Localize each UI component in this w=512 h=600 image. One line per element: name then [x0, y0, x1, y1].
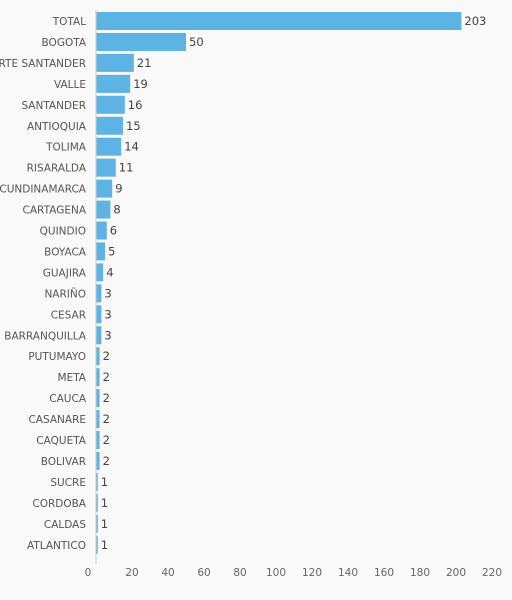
bar-20 — [96, 431, 100, 449]
bar-10 — [96, 221, 107, 240]
category-label: VALLE — [54, 79, 86, 91]
value-label: 2 — [103, 349, 110, 363]
x-tick-label: 40 — [161, 567, 174, 579]
value-label: 8 — [113, 203, 120, 217]
value-label: 9 — [115, 182, 122, 196]
x-tick-label: 180 — [410, 567, 430, 579]
bar-0 — [96, 12, 462, 30]
category-label: META — [58, 372, 87, 384]
value-label: 16 — [128, 98, 143, 112]
category-label: BOLIVAR — [41, 456, 86, 468]
value-label: 2 — [103, 391, 110, 405]
value-label: 5 — [108, 244, 115, 258]
category-label: ANTIOQUIA — [27, 121, 87, 133]
value-label: 1 — [101, 517, 108, 531]
category-label: CUNDINAMARCA — [0, 184, 87, 196]
category-label: RISARALDA — [27, 163, 87, 175]
x-tick-label: 0 — [85, 567, 92, 579]
value-label: 15 — [126, 119, 141, 133]
category-label: QUINDIO — [40, 226, 86, 238]
x-tick-label: 160 — [374, 567, 394, 579]
x-tick-label: 220 — [482, 567, 502, 579]
x-tick-label: 20 — [125, 567, 138, 579]
bar-8 — [96, 179, 113, 198]
category-label: CORDOBA — [32, 498, 86, 510]
category-label: TOLIMA — [45, 142, 87, 154]
bar-18 — [96, 389, 100, 408]
category-label: NORTE SANTANDER — [0, 58, 86, 70]
category-label: CAUCA — [49, 393, 87, 405]
value-label: 2 — [103, 454, 110, 468]
value-label: 11 — [119, 161, 134, 175]
value-label: 19 — [133, 77, 148, 91]
bar-19 — [96, 410, 100, 429]
category-label: CALDAS — [44, 519, 86, 531]
bar-23 — [96, 493, 98, 512]
value-label: 14 — [124, 140, 139, 154]
bar-16 — [96, 347, 100, 366]
bar-3 — [96, 74, 131, 93]
x-tick-label: 140 — [338, 567, 358, 579]
bar-7 — [96, 158, 116, 177]
value-label: 4 — [106, 265, 113, 279]
bar-13 — [96, 284, 102, 303]
bar-4 — [96, 95, 125, 114]
bar-2 — [96, 53, 134, 72]
value-label: 21 — [137, 56, 152, 70]
category-label: TOTAL — [52, 16, 86, 28]
category-label: ATLANTICO — [27, 540, 86, 552]
value-label: 3 — [104, 286, 111, 300]
value-label: 2 — [103, 433, 110, 447]
bar-21 — [96, 451, 100, 470]
bar-6 — [96, 137, 122, 156]
bar-5 — [96, 116, 123, 135]
category-label: SUCRE — [50, 477, 86, 489]
category-label: NARIÑO — [44, 287, 86, 300]
bar-17 — [96, 368, 100, 387]
category-label: GUAJIRA — [43, 267, 87, 279]
value-label: 1 — [101, 496, 108, 510]
bar-1 — [96, 32, 186, 51]
category-label: CASANARE — [28, 414, 86, 426]
x-tick-label: 80 — [233, 567, 246, 579]
category-label: BARRANQUILLA — [4, 330, 87, 342]
category-label: CAQUETA — [36, 435, 87, 447]
value-label: 1 — [101, 538, 108, 552]
category-label: CARTAGENA — [23, 205, 87, 217]
value-label: 2 — [103, 412, 110, 426]
bar-14 — [96, 305, 102, 324]
value-label: 3 — [104, 328, 111, 342]
bar-25 — [96, 535, 98, 554]
bar-22 — [96, 472, 98, 491]
value-label: 1 — [101, 475, 108, 489]
bar-9 — [96, 200, 111, 219]
category-label: CESAR — [51, 309, 86, 321]
category-label: PUTUMAYO — [28, 351, 86, 363]
x-tick-label: 200 — [446, 567, 466, 579]
value-label: 6 — [110, 224, 117, 238]
value-label: 2 — [103, 370, 110, 384]
bar-group — [96, 12, 462, 554]
x-tick-label: 60 — [197, 567, 210, 579]
category-label: BOYACA — [44, 246, 87, 258]
x-axis: 0 20 40 60 80 100 120 140 160 180 200 220 — [85, 10, 502, 579]
value-label: 203 — [464, 14, 486, 28]
x-tick-label: 100 — [266, 567, 286, 579]
category-label: BOGOTA — [42, 37, 87, 49]
x-tick-label: 120 — [302, 567, 322, 579]
category-label: SANTANDER — [21, 100, 86, 112]
bar-11 — [96, 242, 105, 261]
bar-15 — [96, 326, 102, 345]
bar-24 — [96, 514, 98, 533]
value-label: 3 — [104, 307, 111, 321]
bar-12 — [96, 263, 104, 282]
value-label: 50 — [189, 35, 204, 49]
category-labels: TOTAL BOGOTA NORTE SANTANDER VALLE SANTANDER… — [0, 16, 87, 552]
